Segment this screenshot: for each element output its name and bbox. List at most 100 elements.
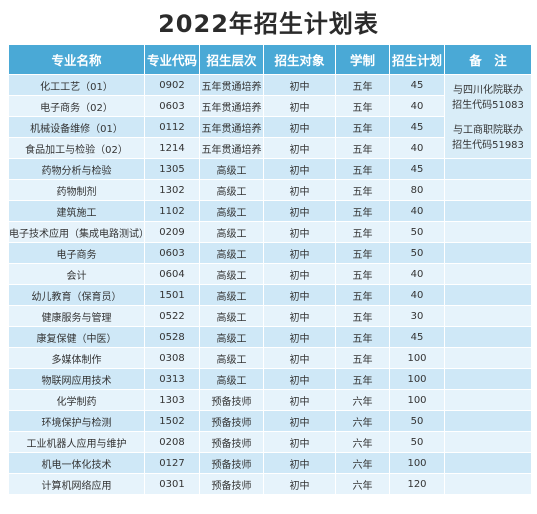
- header-notes: 备 注: [444, 44, 532, 75]
- table-row: 化学制药 1303 预备技师 初中 六年 100: [8, 389, 532, 411]
- plan-cell: 80: [389, 179, 445, 201]
- header-plan: 招生计划: [389, 44, 445, 75]
- level-cell: 高级工: [199, 242, 264, 264]
- major-name-cell: 工业机器人应用与维护: [8, 431, 145, 453]
- duration-cell: 五年: [335, 326, 390, 348]
- plan-cell: 40: [389, 95, 445, 117]
- table-row: 工业机器人应用与维护 0208 预备技师 初中 六年 50: [8, 431, 532, 453]
- plan-cell: 30: [389, 305, 445, 327]
- notes-empty-cell: [444, 452, 532, 474]
- major-code-cell: 0127: [144, 452, 200, 474]
- level-cell: 高级工: [199, 305, 264, 327]
- major-name-cell: 计算机网络应用: [8, 473, 145, 495]
- header-level: 招生层次: [199, 44, 264, 75]
- target-cell: 初中: [263, 95, 336, 117]
- header-target: 招生对象: [263, 44, 336, 75]
- table-row: 药物分析与检验 1305 高级工 初中 五年 45: [8, 158, 532, 180]
- enrollment-table: 专业名称 专业代码 招生层次 招生对象 学制 招生计划 备 注 化工工艺（01）…: [8, 44, 532, 495]
- major-name-cell: 化学制药: [8, 389, 145, 411]
- note-block: 与四川化院联办 招生代码51083: [446, 76, 531, 114]
- level-cell: 高级工: [199, 200, 264, 222]
- table-row: 化工工艺（01） 0902 五年贯通培养 初中 五年 45 与四川化院联办 招生代码51083…: [8, 74, 532, 159]
- level-cell: 五年贯通培养: [199, 74, 264, 96]
- plan-cell: 40: [389, 200, 445, 222]
- target-cell: 初中: [263, 452, 336, 474]
- plan-cell: 40: [389, 137, 445, 159]
- table-row: 健康服务与管理 0522 高级工 初中 五年 30: [8, 305, 532, 327]
- plan-cell: 45: [389, 326, 445, 348]
- table-row: 食品加工与检验（02） 1214 五年贯通培养 初中 五年 40: [8, 137, 532, 159]
- plan-cell: 100: [389, 347, 445, 369]
- duration-cell: 五年: [335, 95, 390, 117]
- major-code-cell: 0112: [144, 116, 200, 138]
- note-line: 与工商职院联办: [453, 125, 523, 136]
- level-cell: 高级工: [199, 179, 264, 201]
- duration-cell: 五年: [335, 116, 390, 138]
- table-row: 物联网应用技术 0313 高级工 初中 五年 100: [8, 368, 532, 390]
- plan-cell: 40: [389, 284, 445, 306]
- major-code-cell: 0301: [144, 473, 200, 495]
- major-name-cell: 机械设备维修（01）: [8, 116, 145, 138]
- duration-cell: 五年: [335, 200, 390, 222]
- target-cell: 初中: [263, 326, 336, 348]
- notes-empty-cell: [444, 179, 532, 201]
- notes-cell: 与四川化院联办 招生代码51083 与工商职院联办 招生代码51983: [444, 74, 532, 159]
- major-name-cell: 物联网应用技术: [8, 368, 145, 390]
- duration-cell: 五年: [335, 179, 390, 201]
- notes-empty-cell: [444, 242, 532, 264]
- table-row: 会计 0604 高级工 初中 五年 40: [8, 263, 532, 285]
- table-row: 多媒体制作 0308 高级工 初中 五年 100: [8, 347, 532, 369]
- duration-cell: 六年: [335, 389, 390, 411]
- major-name-cell: 机电一体化技术: [8, 452, 145, 474]
- level-cell: 五年贯通培养: [199, 116, 264, 138]
- plan-cell: 100: [389, 368, 445, 390]
- target-cell: 初中: [263, 116, 336, 138]
- target-cell: 初中: [263, 410, 336, 432]
- notes-empty-cell: [444, 410, 532, 432]
- level-cell: 预备技师: [199, 431, 264, 453]
- notes-empty-cell: [444, 473, 532, 495]
- major-name-cell: 会计: [8, 263, 145, 285]
- table-row: 建筑施工 1102 高级工 初中 五年 40: [8, 200, 532, 222]
- plan-cell: 100: [389, 452, 445, 474]
- table-row: 电子技术应用（集成电路测试） 0209 高级工 初中 五年 50: [8, 221, 532, 243]
- major-code-cell: 0604: [144, 263, 200, 285]
- major-code-cell: 0308: [144, 347, 200, 369]
- target-cell: 初中: [263, 179, 336, 201]
- duration-cell: 五年: [335, 74, 390, 96]
- major-code-cell: 0528: [144, 326, 200, 348]
- duration-cell: 五年: [335, 347, 390, 369]
- major-code-cell: 0313: [144, 368, 200, 390]
- duration-cell: 六年: [335, 452, 390, 474]
- target-cell: 初中: [263, 347, 336, 369]
- notes-empty-cell: [444, 347, 532, 369]
- level-cell: 高级工: [199, 326, 264, 348]
- notes-empty-cell: [444, 431, 532, 453]
- notes-empty-cell: [444, 221, 532, 243]
- major-code-cell: 0902: [144, 74, 200, 96]
- plan-cell: 45: [389, 158, 445, 180]
- notes-empty-cell: [444, 284, 532, 306]
- major-name-cell: 化工工艺（01）: [8, 74, 145, 96]
- major-name-cell: 食品加工与检验（02）: [8, 137, 145, 159]
- major-name-cell: 健康服务与管理: [8, 305, 145, 327]
- major-name-cell: 建筑施工: [8, 200, 145, 222]
- major-code-cell: 1214: [144, 137, 200, 159]
- target-cell: 初中: [263, 305, 336, 327]
- target-cell: 初中: [263, 200, 336, 222]
- target-cell: 初中: [263, 137, 336, 159]
- table-row: 药物制剂 1302 高级工 初中 五年 80: [8, 179, 532, 201]
- duration-cell: 五年: [335, 263, 390, 285]
- major-code-cell: 0522: [144, 305, 200, 327]
- level-cell: 预备技师: [199, 452, 264, 474]
- notes-empty-cell: [444, 305, 532, 327]
- plan-cell: 50: [389, 431, 445, 453]
- plan-cell: 50: [389, 242, 445, 264]
- table-row: 计算机网络应用 0301 预备技师 初中 六年 120: [8, 473, 532, 495]
- level-cell: 预备技师: [199, 473, 264, 495]
- notes-empty-cell: [444, 389, 532, 411]
- major-code-cell: 0603: [144, 95, 200, 117]
- target-cell: 初中: [263, 284, 336, 306]
- notes-empty-cell: [444, 263, 532, 285]
- notes-empty-cell: [444, 326, 532, 348]
